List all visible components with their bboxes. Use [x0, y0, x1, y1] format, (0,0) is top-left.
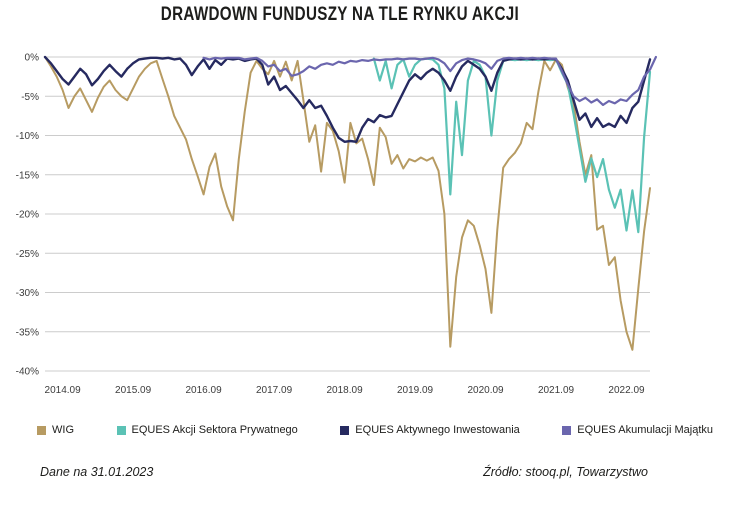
x-tick-label: 2016.09	[186, 385, 223, 396]
chart-footer: Dane na 31.01.2023 Źródło: stooq.pl, Tow…	[40, 465, 648, 479]
chart-title: DRAWDOWN FUNDUSZY NA TLE RYNKU AKCJI	[160, 4, 520, 25]
x-tick-label: 2020.09	[467, 385, 504, 396]
legend-swatch	[340, 425, 350, 435]
y-tick-label: -5%	[21, 92, 39, 103]
x-tick-label: 2015.09	[115, 385, 152, 396]
x-tick-label: 2019.09	[397, 385, 434, 396]
x-tick-label: 2018.09	[326, 385, 363, 396]
y-tick-label: -25%	[16, 249, 39, 260]
y-tick-label: 0%	[25, 53, 40, 64]
legend-label: WIG	[52, 424, 74, 436]
series-line-eques-akumulacji-majatku	[202, 55, 657, 106]
y-tick-label: -35%	[16, 327, 39, 338]
data-as-of-note: Dane na 31.01.2023	[40, 465, 154, 479]
y-tick-label: -15%	[16, 170, 39, 181]
drawdown-chart: 0% -5% -10% -15% -20% -25% -30% -35% -40% 2014.09…	[16, 53, 657, 396]
series-line-wig	[44, 56, 651, 351]
chart-legend: WIG EQUES Akcji Sektora Prywatnego EQUES A…	[37, 424, 713, 436]
legend-label: EQUES Akcji Sektora Prywatnego	[131, 424, 298, 436]
legend-item-wig: WIG	[37, 424, 74, 436]
legend-item-eques-aktywnego-inwestowania: EQUES Aktywnego Inwestowania	[340, 424, 520, 436]
series-line-eques-aktywnego-inwestowania	[43, 55, 652, 143]
legend-label: EQUES Aktywnego Inwestowania	[355, 424, 520, 436]
series-line-eques-akcji-sektora-prywatnego	[372, 57, 652, 234]
y-tick-label: -10%	[16, 131, 39, 142]
x-tick-label: 2021.09	[538, 385, 575, 396]
x-tick-label: 2022.09	[608, 385, 645, 396]
legend-item-eques-akcji-sektora-prywatnego: EQUES Akcji Sektora Prywatnego	[116, 424, 298, 436]
legend-item-eques-akumulacji-majatku: EQUES Akumulacji Majątku	[562, 424, 713, 436]
x-tick-label: 2014.09	[45, 385, 82, 396]
legend-swatch	[116, 425, 126, 435]
y-tick-label: -20%	[16, 210, 39, 221]
y-tick-label: -40%	[16, 367, 39, 378]
x-tick-label: 2017.09	[256, 385, 293, 396]
legend-label: EQUES Akumulacji Majątku	[577, 424, 713, 436]
source-note: Źródło: stooq.pl, Towarzystwo	[483, 465, 648, 479]
legend-swatch	[37, 425, 46, 435]
y-tick-label: -30%	[16, 288, 39, 299]
legend-swatch	[562, 425, 572, 435]
page-title: DRAWDOWN FUNDUSZY NA TLE RYNKU AKCJI	[0, 4, 680, 26]
